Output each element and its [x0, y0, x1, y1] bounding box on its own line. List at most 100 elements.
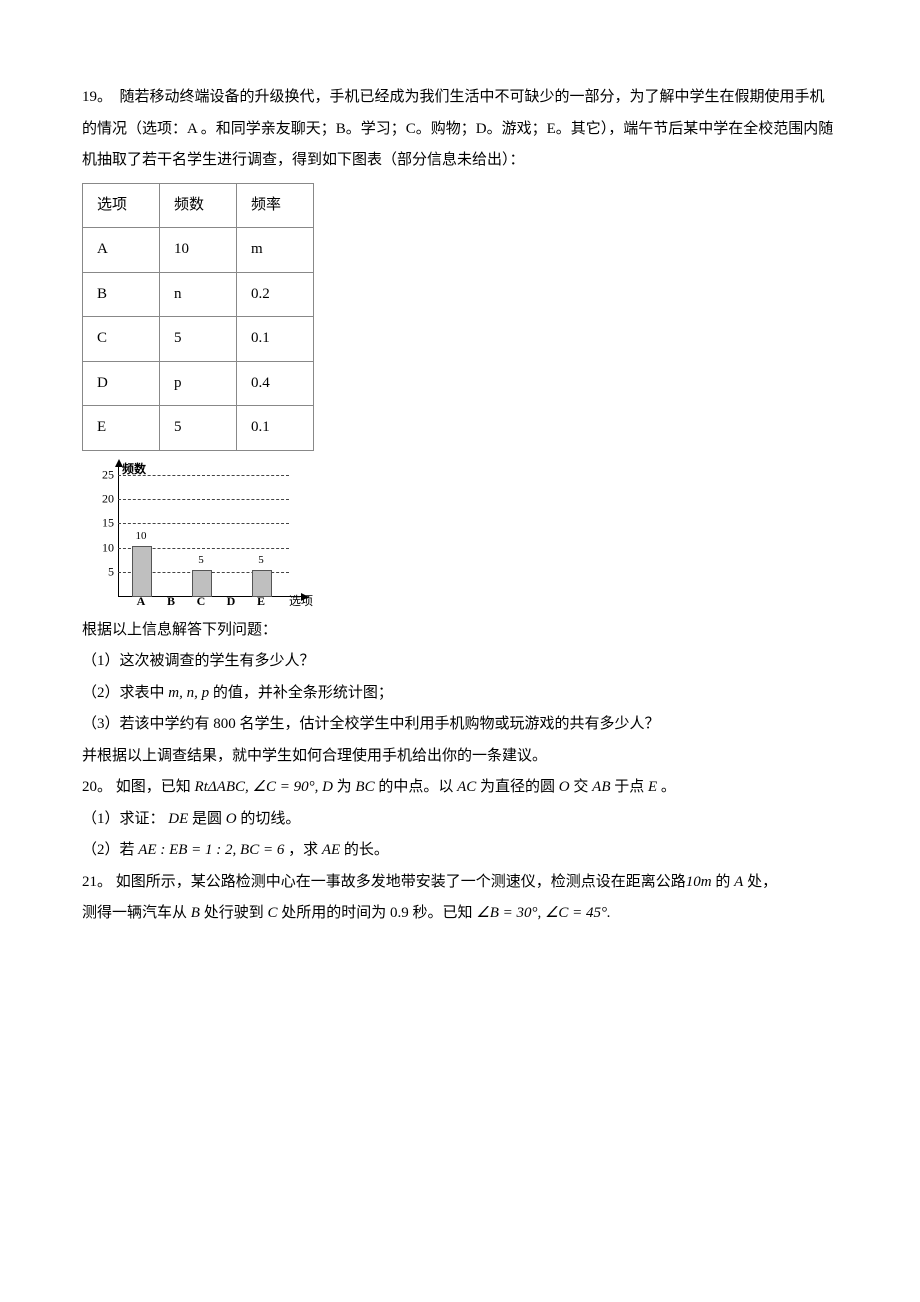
- q20-number: 20。: [82, 779, 112, 795]
- text: （3）若该中学约有: [82, 716, 210, 732]
- text: 测得一辆汽车从: [82, 905, 187, 921]
- text: 的: [715, 874, 730, 890]
- math: 10m: [686, 874, 712, 890]
- text: 。: [661, 779, 676, 795]
- cell: 0.1: [237, 406, 314, 451]
- text: 交: [573, 779, 588, 795]
- xtick-label: B: [161, 589, 181, 614]
- chart-ylabel: 频数: [122, 457, 146, 482]
- math: A: [734, 874, 743, 890]
- ytick-label: 20: [92, 486, 114, 511]
- cell: 0.4: [237, 361, 314, 406]
- num: 0.9: [390, 905, 409, 921]
- text: 如图，已知: [116, 779, 191, 795]
- math: BC: [355, 779, 374, 795]
- text: 的值，并补全条形统计图；: [213, 685, 393, 701]
- chart-xlabel: 选项: [289, 589, 313, 614]
- q19-prompt: 根据以上信息解答下列问题：: [82, 615, 838, 647]
- text: ，求: [288, 842, 318, 858]
- math: RtΔABC, ∠C = 90°, D: [195, 779, 333, 795]
- bar-value: 10: [129, 525, 153, 548]
- table-row: E 5 0.1: [83, 406, 314, 451]
- math: ∠B = 30°, ∠C = 45°.: [476, 905, 611, 921]
- ytick-label: 5: [92, 560, 114, 585]
- math: AE: [322, 842, 340, 858]
- table-row: A 10 m: [83, 228, 314, 273]
- text: （1）求证：: [82, 811, 165, 827]
- cell: C: [83, 317, 160, 362]
- cell: B: [83, 272, 160, 317]
- ytick-label: 25: [92, 462, 114, 487]
- math: B: [191, 905, 200, 921]
- text: 名学生，估计全校学生中利用手机购物或玩游戏的共有多少人？: [240, 716, 660, 732]
- cell: p: [160, 361, 237, 406]
- th-rate: 频率: [237, 183, 314, 228]
- math: AC: [457, 779, 476, 795]
- text: 为: [337, 779, 352, 795]
- q20-sub2: （2）若 AE : EB = 1 : 2, BC = 6 ，求 AE 的长。: [82, 835, 838, 867]
- q19-sub3b: 并根据以上调查结果，就中学生如何合理使用手机给出你的一条建议。: [82, 741, 838, 773]
- num-800: 800: [213, 716, 236, 732]
- gridline: [118, 475, 289, 476]
- text: 秒。已知: [412, 905, 472, 921]
- math: O: [226, 811, 237, 827]
- bar-value: 5: [249, 549, 273, 572]
- math-mnp: m, n, p: [168, 685, 209, 701]
- text: 如图所示，某公路检测中心在一事故多发地带安装了一个测速仪，检测点设在距离公路: [116, 874, 686, 890]
- text: 为直径的圆: [480, 779, 555, 795]
- cell: E: [83, 406, 160, 451]
- table-header-row: 选项 频数 频率: [83, 183, 314, 228]
- q21-number: 21。: [82, 874, 112, 890]
- math: C: [267, 905, 277, 921]
- cell: n: [160, 272, 237, 317]
- xtick-label: D: [221, 589, 241, 614]
- q20-line1: 20。 如图，已知 RtΔABC, ∠C = 90°, D 为 BC 的中点。以…: [82, 772, 838, 804]
- cell: m: [237, 228, 314, 273]
- cell: D: [83, 361, 160, 406]
- y-axis: [118, 465, 119, 597]
- ytick-label: 15: [92, 511, 114, 536]
- math: AB: [592, 779, 610, 795]
- math: O: [559, 779, 570, 795]
- q21-line2: 测得一辆汽车从 B 处行驶到 C 处所用的时间为 0.9 秒。已知 ∠B = 3…: [82, 898, 838, 930]
- th-freq: 频数: [160, 183, 237, 228]
- bar: [192, 570, 212, 596]
- bar: [132, 546, 152, 597]
- cell: 10: [160, 228, 237, 273]
- bar: [252, 570, 272, 596]
- th-option: 选项: [83, 183, 160, 228]
- text: 的长。: [344, 842, 389, 858]
- text: 的中点。以: [378, 779, 453, 795]
- text: （2）若: [82, 842, 135, 858]
- cell: A: [83, 228, 160, 273]
- table-row: C 5 0.1: [83, 317, 314, 362]
- text: 处所用的时间为: [281, 905, 386, 921]
- q19-intro-text: 随若移动终端设备的升级换代，手机已经成为我们生活中不可缺少的一部分，为了解中学生…: [82, 89, 833, 168]
- q19-sub2: （2）求表中 m, n, p 的值，并补全条形统计图；: [82, 678, 838, 710]
- q20-sub1: （1）求证： DE 是圆 O 的切线。: [82, 804, 838, 836]
- q19-sub1: （1）这次被调查的学生有多少人？: [82, 646, 838, 678]
- cell: 0.1: [237, 317, 314, 362]
- table-row: B n 0.2: [83, 272, 314, 317]
- cell: 5: [160, 406, 237, 451]
- text: 是圆: [192, 811, 222, 827]
- ytick-label: 10: [92, 535, 114, 560]
- cell: 5: [160, 317, 237, 362]
- q21-line1: 21。 如图所示，某公路检测中心在一事故多发地带安装了一个测速仪，检测点设在距离…: [82, 867, 838, 899]
- text: （2）求表中: [82, 685, 165, 701]
- q19-number: 19。: [82, 89, 112, 105]
- q19-table: 选项 频数 频率 A 10 m B n 0.2 C 5 0.1 D p 0.4 …: [82, 183, 314, 451]
- q19-sub3: （3）若该中学约有 800 名学生，估计全校学生中利用手机购物或玩游戏的共有多少…: [82, 709, 838, 741]
- math: DE: [168, 811, 188, 827]
- table-row: D p 0.4: [83, 361, 314, 406]
- bar-value: 5: [189, 549, 213, 572]
- text: 的切线。: [240, 811, 300, 827]
- math: E: [648, 779, 657, 795]
- text: 于点: [614, 779, 644, 795]
- math: AE : EB = 1 : 2, BC = 6: [138, 842, 284, 858]
- gridline: [118, 499, 289, 500]
- q19-bar-chart: 频数 选项 510152025A10BC5DE5: [92, 461, 307, 611]
- q19-intro: 19。 随若移动终端设备的升级换代，手机已经成为我们生活中不可缺少的一部分，为了…: [82, 82, 838, 177]
- cell: 0.2: [237, 272, 314, 317]
- text: 处，: [747, 874, 777, 890]
